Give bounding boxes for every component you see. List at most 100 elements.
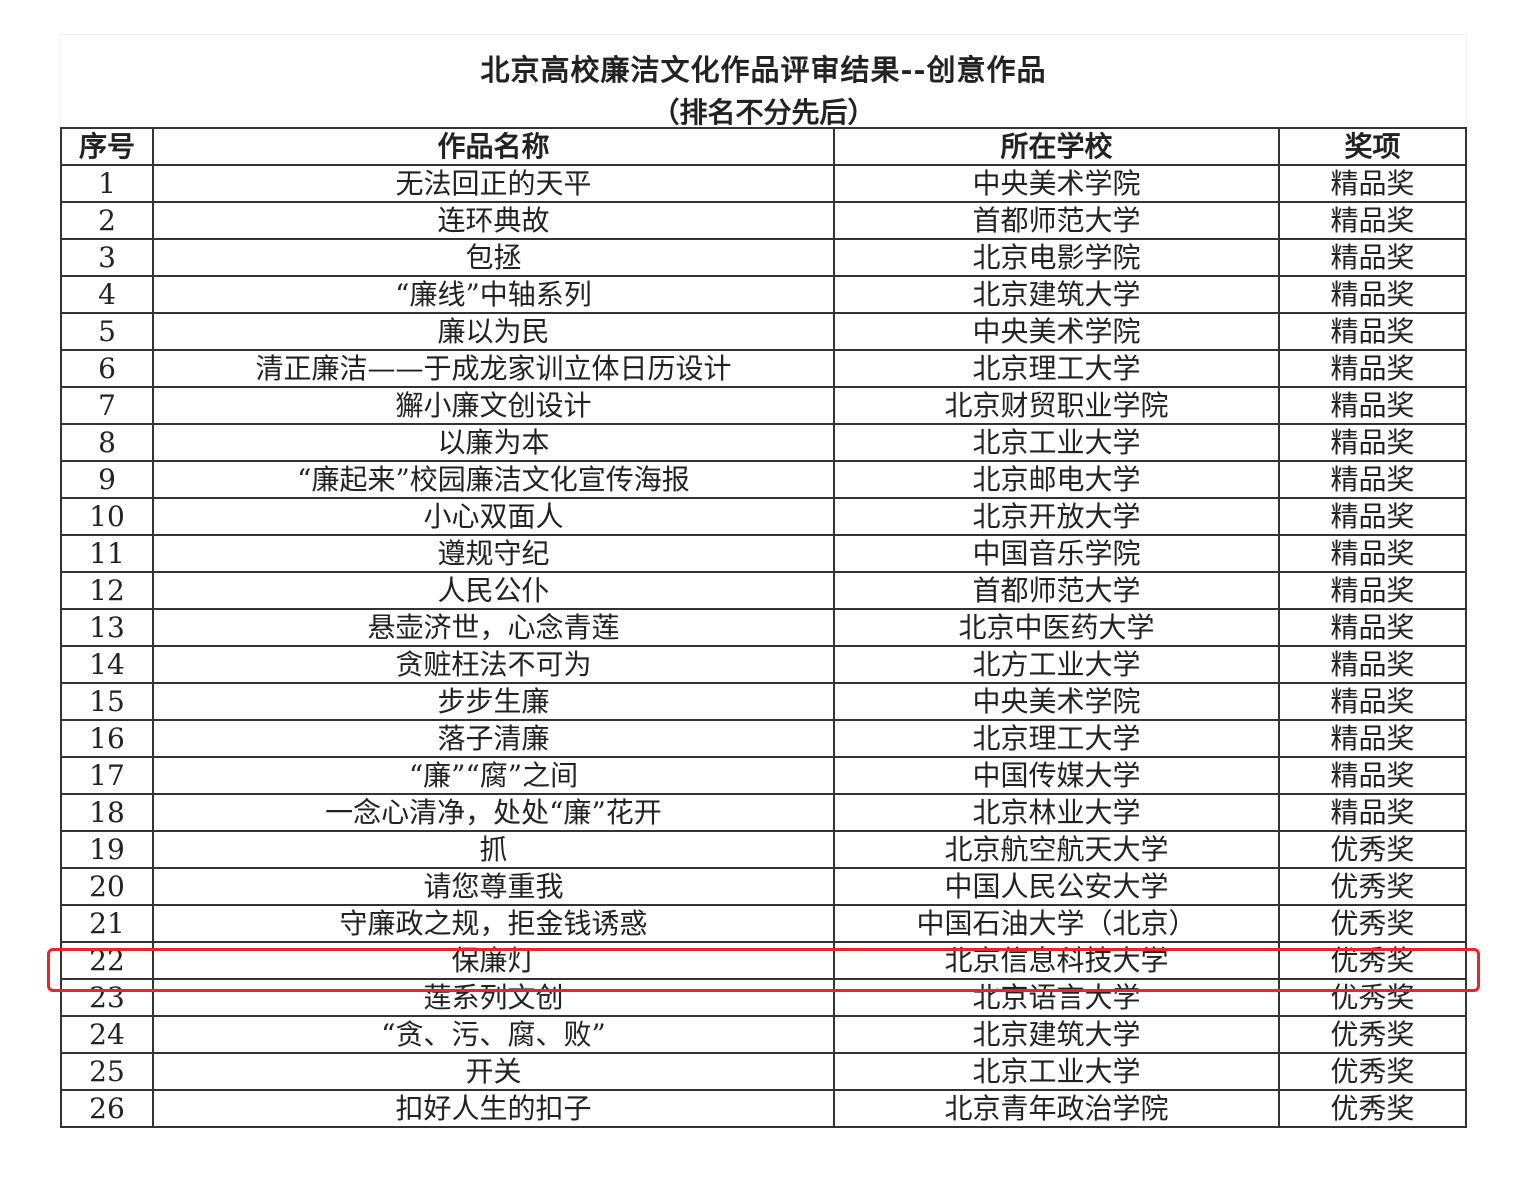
cell-work-name: 莲系列文创 bbox=[152, 978, 835, 1017]
cell-work-name: “廉线”中轴系列 bbox=[152, 275, 835, 314]
cell-award: 精品奖 bbox=[1278, 238, 1467, 277]
cell-award: 精品奖 bbox=[1278, 571, 1467, 610]
cell-school: 中国人民公安大学 bbox=[833, 867, 1280, 906]
cell-work-name: 扣好人生的扣子 bbox=[152, 1089, 835, 1128]
cell-work-name: 保廉灯 bbox=[152, 941, 835, 980]
document-title-block: 北京高校廉洁文化作品评审结果--创意作品 （排名不分先后） bbox=[60, 34, 1467, 129]
cell-work-name: 守廉政之规，拒金钱诱惑 bbox=[152, 904, 835, 943]
cell-school: 北京语言大学 bbox=[833, 978, 1280, 1017]
cell-index: 5 bbox=[60, 312, 154, 351]
table-row: 2 连环典故 首都师范大学 精品奖 bbox=[60, 201, 1467, 240]
cell-school: 北京电影学院 bbox=[833, 238, 1280, 277]
table-row: 3 包拯 北京电影学院 精品奖 bbox=[60, 238, 1467, 277]
cell-index: 25 bbox=[60, 1052, 154, 1091]
cell-work-name: “廉起来”校园廉洁文化宣传海报 bbox=[152, 460, 835, 499]
cell-school: 北京开放大学 bbox=[833, 497, 1280, 536]
cell-award: 精品奖 bbox=[1278, 719, 1467, 758]
column-header-work-name: 作品名称 bbox=[152, 127, 835, 166]
cell-school: 中国石油大学（北京） bbox=[833, 904, 1280, 943]
cell-award: 精品奖 bbox=[1278, 164, 1467, 203]
cell-school: 北京建筑大学 bbox=[833, 275, 1280, 314]
cell-index: 13 bbox=[60, 608, 154, 647]
table-row: 14 贪赃枉法不可为 北方工业大学 精品奖 bbox=[60, 645, 1467, 684]
cell-index: 4 bbox=[60, 275, 154, 314]
cell-school: 中央美术学院 bbox=[833, 164, 1280, 203]
cell-work-name: 抓 bbox=[152, 830, 835, 869]
cell-index: 1 bbox=[60, 164, 154, 203]
cell-work-name: 小心双面人 bbox=[152, 497, 835, 536]
cell-work-name: 清正廉洁——于成龙家训立体日历设计 bbox=[152, 349, 835, 388]
column-header-school: 所在学校 bbox=[833, 127, 1280, 166]
cell-work-name: 悬壶济世，心念青莲 bbox=[152, 608, 835, 647]
cell-school: 北京理工大学 bbox=[833, 719, 1280, 758]
table-row: 24 “贪、污、腐、败” 北京建筑大学 优秀奖 bbox=[60, 1015, 1467, 1054]
cell-work-name: 贪赃枉法不可为 bbox=[152, 645, 835, 684]
cell-award: 优秀奖 bbox=[1278, 904, 1467, 943]
cell-award: 优秀奖 bbox=[1278, 941, 1467, 980]
cell-index: 2 bbox=[60, 201, 154, 240]
cell-work-name: 獬小廉文创设计 bbox=[152, 386, 835, 425]
table-row: 11 遵规守纪 中国音乐学院 精品奖 bbox=[60, 534, 1467, 573]
cell-school: 北京建筑大学 bbox=[833, 1015, 1280, 1054]
cell-school: 中央美术学院 bbox=[833, 312, 1280, 351]
table-row: 23 莲系列文创 北京语言大学 优秀奖 bbox=[60, 978, 1467, 1017]
table-row: 21 守廉政之规，拒金钱诱惑 中国石油大学（北京） 优秀奖 bbox=[60, 904, 1467, 943]
cell-award: 精品奖 bbox=[1278, 793, 1467, 832]
table-row: 22 保廉灯 北京信息科技大学 优秀奖 bbox=[60, 941, 1467, 980]
cell-index: 20 bbox=[60, 867, 154, 906]
cell-school: 北京中医药大学 bbox=[833, 608, 1280, 647]
cell-school: 首都师范大学 bbox=[833, 571, 1280, 610]
table-row: 19 抓北京航空航天大学 优秀奖 bbox=[60, 830, 1467, 869]
cell-award: 精品奖 bbox=[1278, 312, 1467, 351]
cell-index: 14 bbox=[60, 645, 154, 684]
cell-index: 9 bbox=[60, 460, 154, 499]
table-row: 10 小心双面人 北京开放大学 精品奖 bbox=[60, 497, 1467, 536]
cell-award: 精品奖 bbox=[1278, 386, 1467, 425]
cell-school: 北京工业大学 bbox=[833, 423, 1280, 462]
cell-school: 首都师范大学 bbox=[833, 201, 1280, 240]
cell-school: 中央美术学院 bbox=[833, 682, 1280, 721]
cell-school: 中国传媒大学 bbox=[833, 756, 1280, 795]
table-row: 7 獬小廉文创设计 北京财贸职业学院 精品奖 bbox=[60, 386, 1467, 425]
table-row: 8 以廉为本 北京工业大学 精品奖 bbox=[60, 423, 1467, 462]
cell-work-name: “廉”“腐”之间 bbox=[152, 756, 835, 795]
cell-award: 优秀奖 bbox=[1278, 867, 1467, 906]
cell-award: 精品奖 bbox=[1278, 460, 1467, 499]
column-header-award: 奖项 bbox=[1278, 127, 1467, 166]
cell-award: 精品奖 bbox=[1278, 608, 1467, 647]
table-row: 17 “廉”“腐”之间 中国传媒大学 精品奖 bbox=[60, 756, 1467, 795]
cell-work-name: 开关 bbox=[152, 1052, 835, 1091]
cell-work-name: 遵规守纪 bbox=[152, 534, 835, 573]
cell-school: 北京邮电大学 bbox=[833, 460, 1280, 499]
cell-school: 北京理工大学 bbox=[833, 349, 1280, 388]
cell-work-name: “贪、污、腐、败” bbox=[152, 1015, 835, 1054]
cell-award: 精品奖 bbox=[1278, 645, 1467, 684]
cell-work-name: 无法回正的天平 bbox=[152, 164, 835, 203]
cell-award: 精品奖 bbox=[1278, 275, 1467, 314]
cell-work-name: 落子清廉 bbox=[152, 719, 835, 758]
cell-award: 优秀奖 bbox=[1278, 1052, 1467, 1091]
cell-index: 3 bbox=[60, 238, 154, 277]
document-subtitle: （排名不分先后） bbox=[651, 96, 876, 129]
table-row: 15 步步生廉 中央美术学院 精品奖 bbox=[60, 682, 1467, 721]
cell-index: 17 bbox=[60, 756, 154, 795]
cell-index: 23 bbox=[60, 978, 154, 1017]
cell-school: 北京青年政治学院 bbox=[833, 1089, 1280, 1128]
cell-award: 优秀奖 bbox=[1278, 1089, 1467, 1128]
table-row: 26 扣好人生的扣子 北京青年政治学院 优秀奖 bbox=[60, 1089, 1467, 1128]
results-table: 序号 作品名称 所在学校 奖项 1 无法回正的天平 中央美术学院 精品奖 2 连环典故 首都… bbox=[60, 127, 1467, 1128]
cell-award: 优秀奖 bbox=[1278, 830, 1467, 869]
table-row: 6 清正廉洁——于成龙家训立体日历设计 北京理工大学 精品奖 bbox=[60, 349, 1467, 388]
table-row: 16 落子清廉 北京理工大学 精品奖 bbox=[60, 719, 1467, 758]
cell-award: 精品奖 bbox=[1278, 682, 1467, 721]
cell-work-name: 以廉为本 bbox=[152, 423, 835, 462]
cell-index: 22 bbox=[60, 941, 154, 980]
cell-work-name: 包拯 bbox=[152, 238, 835, 277]
cell-index: 24 bbox=[60, 1015, 154, 1054]
cell-school: 北京航空航天大学 bbox=[833, 830, 1280, 869]
table-header-row: 序号 作品名称 所在学校 奖项 bbox=[60, 127, 1467, 166]
cell-school: 北方工业大学 bbox=[833, 645, 1280, 684]
table-row: 25 开关 北京工业大学 优秀奖 bbox=[60, 1052, 1467, 1091]
cell-school: 中国音乐学院 bbox=[833, 534, 1280, 573]
cell-index: 11 bbox=[60, 534, 154, 573]
